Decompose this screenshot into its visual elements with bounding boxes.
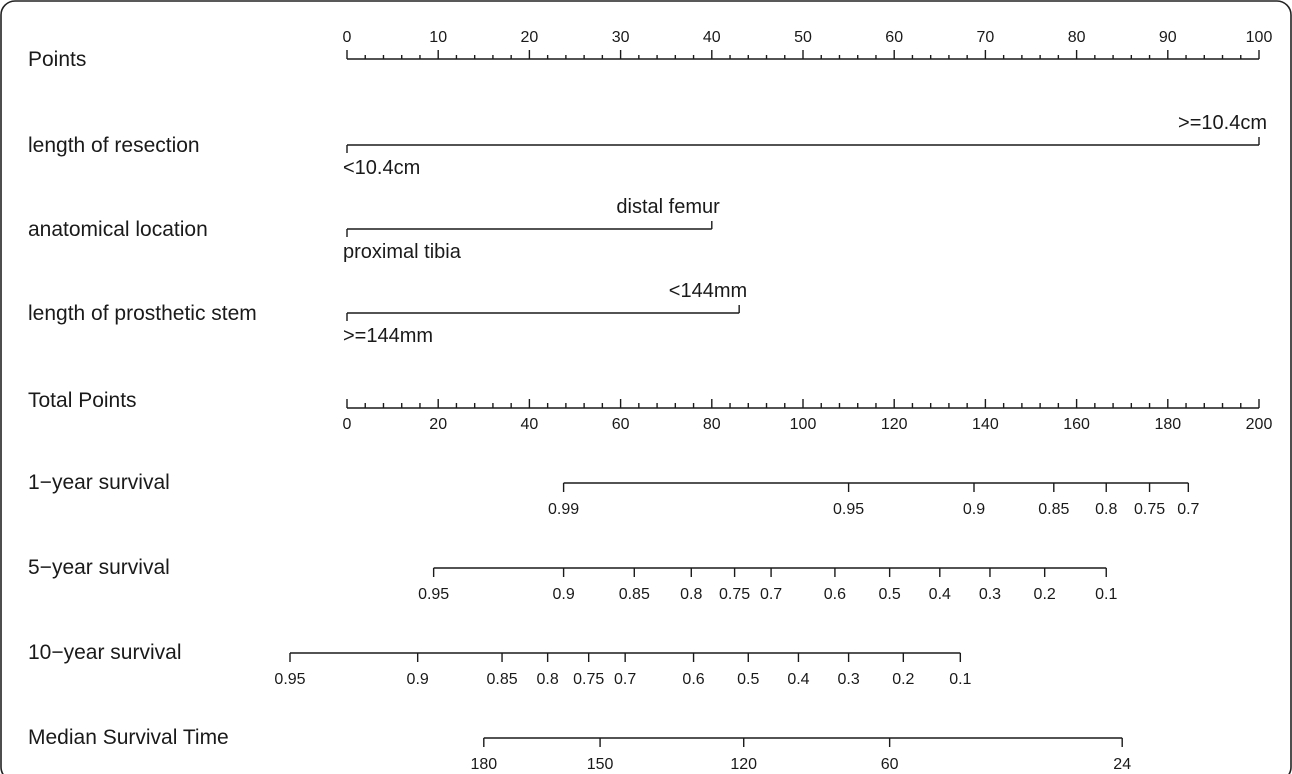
outcome-scale-tick-label: 0.75 <box>1134 501 1165 518</box>
outcome-scale-tick-label: 0.99 <box>548 501 579 518</box>
total-points-tick-label: 120 <box>881 416 908 433</box>
outcome-scale-tick-label: 0.1 <box>949 671 971 688</box>
outcome-scale-tick-label: 0.95 <box>833 501 864 518</box>
predictor-level-label: >=10.4cm <box>1178 112 1267 134</box>
outcome-scale-tick-label: 0.7 <box>760 586 782 603</box>
outcome-scale-tick-label: 0.6 <box>824 586 846 603</box>
predictor-level-label: >=144mm <box>343 325 433 347</box>
outcome-scale-tick-label: 0.5 <box>737 671 759 688</box>
outcome-scale-tick-label: 0.5 <box>879 586 901 603</box>
outcome-scale-tick-label: 0.9 <box>963 501 985 518</box>
outcome-scale-tick-label: 0.85 <box>1038 501 1069 518</box>
outcome-scale-tick-label: 0.8 <box>537 671 559 688</box>
predictor-label: anatomical location <box>28 218 208 241</box>
points-axis-tick-label: 80 <box>1068 29 1086 46</box>
outcome-scale-tick-label: 0.8 <box>680 586 702 603</box>
total-points-tick-label: 40 <box>521 416 539 433</box>
predictor-level-label: proximal tibia <box>343 241 462 263</box>
points-axis-tick-label: 70 <box>977 29 995 46</box>
outcome-scale-tick-label: 0.1 <box>1095 586 1117 603</box>
points-axis-tick-label: 0 <box>343 29 352 46</box>
points-axis-label: Points <box>28 48 86 71</box>
points-axis-tick-label: 30 <box>612 29 630 46</box>
points-axis-tick-label: 20 <box>521 29 539 46</box>
total-points-axis-label: Total Points <box>28 389 137 412</box>
outcome-scale-tick-label: 0.75 <box>719 586 750 603</box>
outcome-scale-tick-label: 0.6 <box>682 671 704 688</box>
nomogram-layer: Points 0 10 20 30 40 50 60 70 80 90 100 length of re… <box>28 29 1272 773</box>
predictor-label: length of prosthetic stem <box>28 302 257 325</box>
points-axis-tick-label: 100 <box>1246 29 1273 46</box>
outcome-scale-label: Median Survival Time <box>28 726 229 749</box>
total-points-tick-label: 0 <box>343 416 352 433</box>
total-points-tick-label: 160 <box>1063 416 1090 433</box>
total-points-tick-label: 20 <box>429 416 447 433</box>
total-points-tick-label: 180 <box>1154 416 1181 433</box>
outcome-scale-tick-label: 0.95 <box>274 671 305 688</box>
outcome-scale-tick-label: 0.9 <box>407 671 429 688</box>
points-axis-tick-label: 50 <box>794 29 812 46</box>
points-axis-tick-label: 90 <box>1159 29 1177 46</box>
total-points-tick-label: 100 <box>790 416 817 433</box>
outcome-scale-tick-label: 120 <box>730 756 757 773</box>
outcome-scale-tick-label: 0.85 <box>619 586 650 603</box>
predictor-label: length of resection <box>28 134 200 157</box>
outcome-scale-label: 5−year survival <box>28 556 170 579</box>
outcome-scale-tick-label: 0.2 <box>892 671 914 688</box>
outcome-scale-tick-label: 60 <box>881 756 899 773</box>
outcome-scale-tick-label: 0.9 <box>552 586 574 603</box>
outcome-scale-tick-label: 0.7 <box>614 671 636 688</box>
outcome-scale-tick-label: 150 <box>587 756 614 773</box>
outcome-scale-tick-label: 0.4 <box>929 586 951 603</box>
total-points-tick-label: 60 <box>612 416 630 433</box>
outcome-scale-label: 10−year survival <box>28 641 182 664</box>
outcome-scale-tick-label: 0.8 <box>1095 501 1117 518</box>
outcome-scale-tick-label: 0.85 <box>486 671 517 688</box>
predictor-level-label: distal femur <box>616 196 720 218</box>
outcome-scale-tick-label: 0.2 <box>1034 586 1056 603</box>
predictor-level-label: <10.4cm <box>343 157 420 179</box>
total-points-tick-label: 200 <box>1246 416 1273 433</box>
outcome-scale-tick-label: 24 <box>1113 756 1131 773</box>
total-points-tick-label: 80 <box>703 416 721 433</box>
outcome-scale-tick-label: 0.3 <box>837 671 859 688</box>
outcome-scale-tick-label: 0.4 <box>787 671 809 688</box>
outcome-scale-label: 1−year survival <box>28 471 170 494</box>
predictor-level-label: <144mm <box>669 280 747 302</box>
points-axis-tick-label: 40 <box>703 29 721 46</box>
outcome-scale-tick-label: 0.95 <box>418 586 449 603</box>
total-points-tick-label: 140 <box>972 416 999 433</box>
points-axis-tick-label: 10 <box>429 29 447 46</box>
outcome-scale-tick-label: 0.3 <box>979 586 1001 603</box>
points-axis-tick-label: 60 <box>885 29 903 46</box>
outcome-scale-tick-label: 180 <box>470 756 497 773</box>
outcome-scale-tick-label: 0.7 <box>1177 501 1199 518</box>
outcome-scale-tick-label: 0.75 <box>573 671 604 688</box>
